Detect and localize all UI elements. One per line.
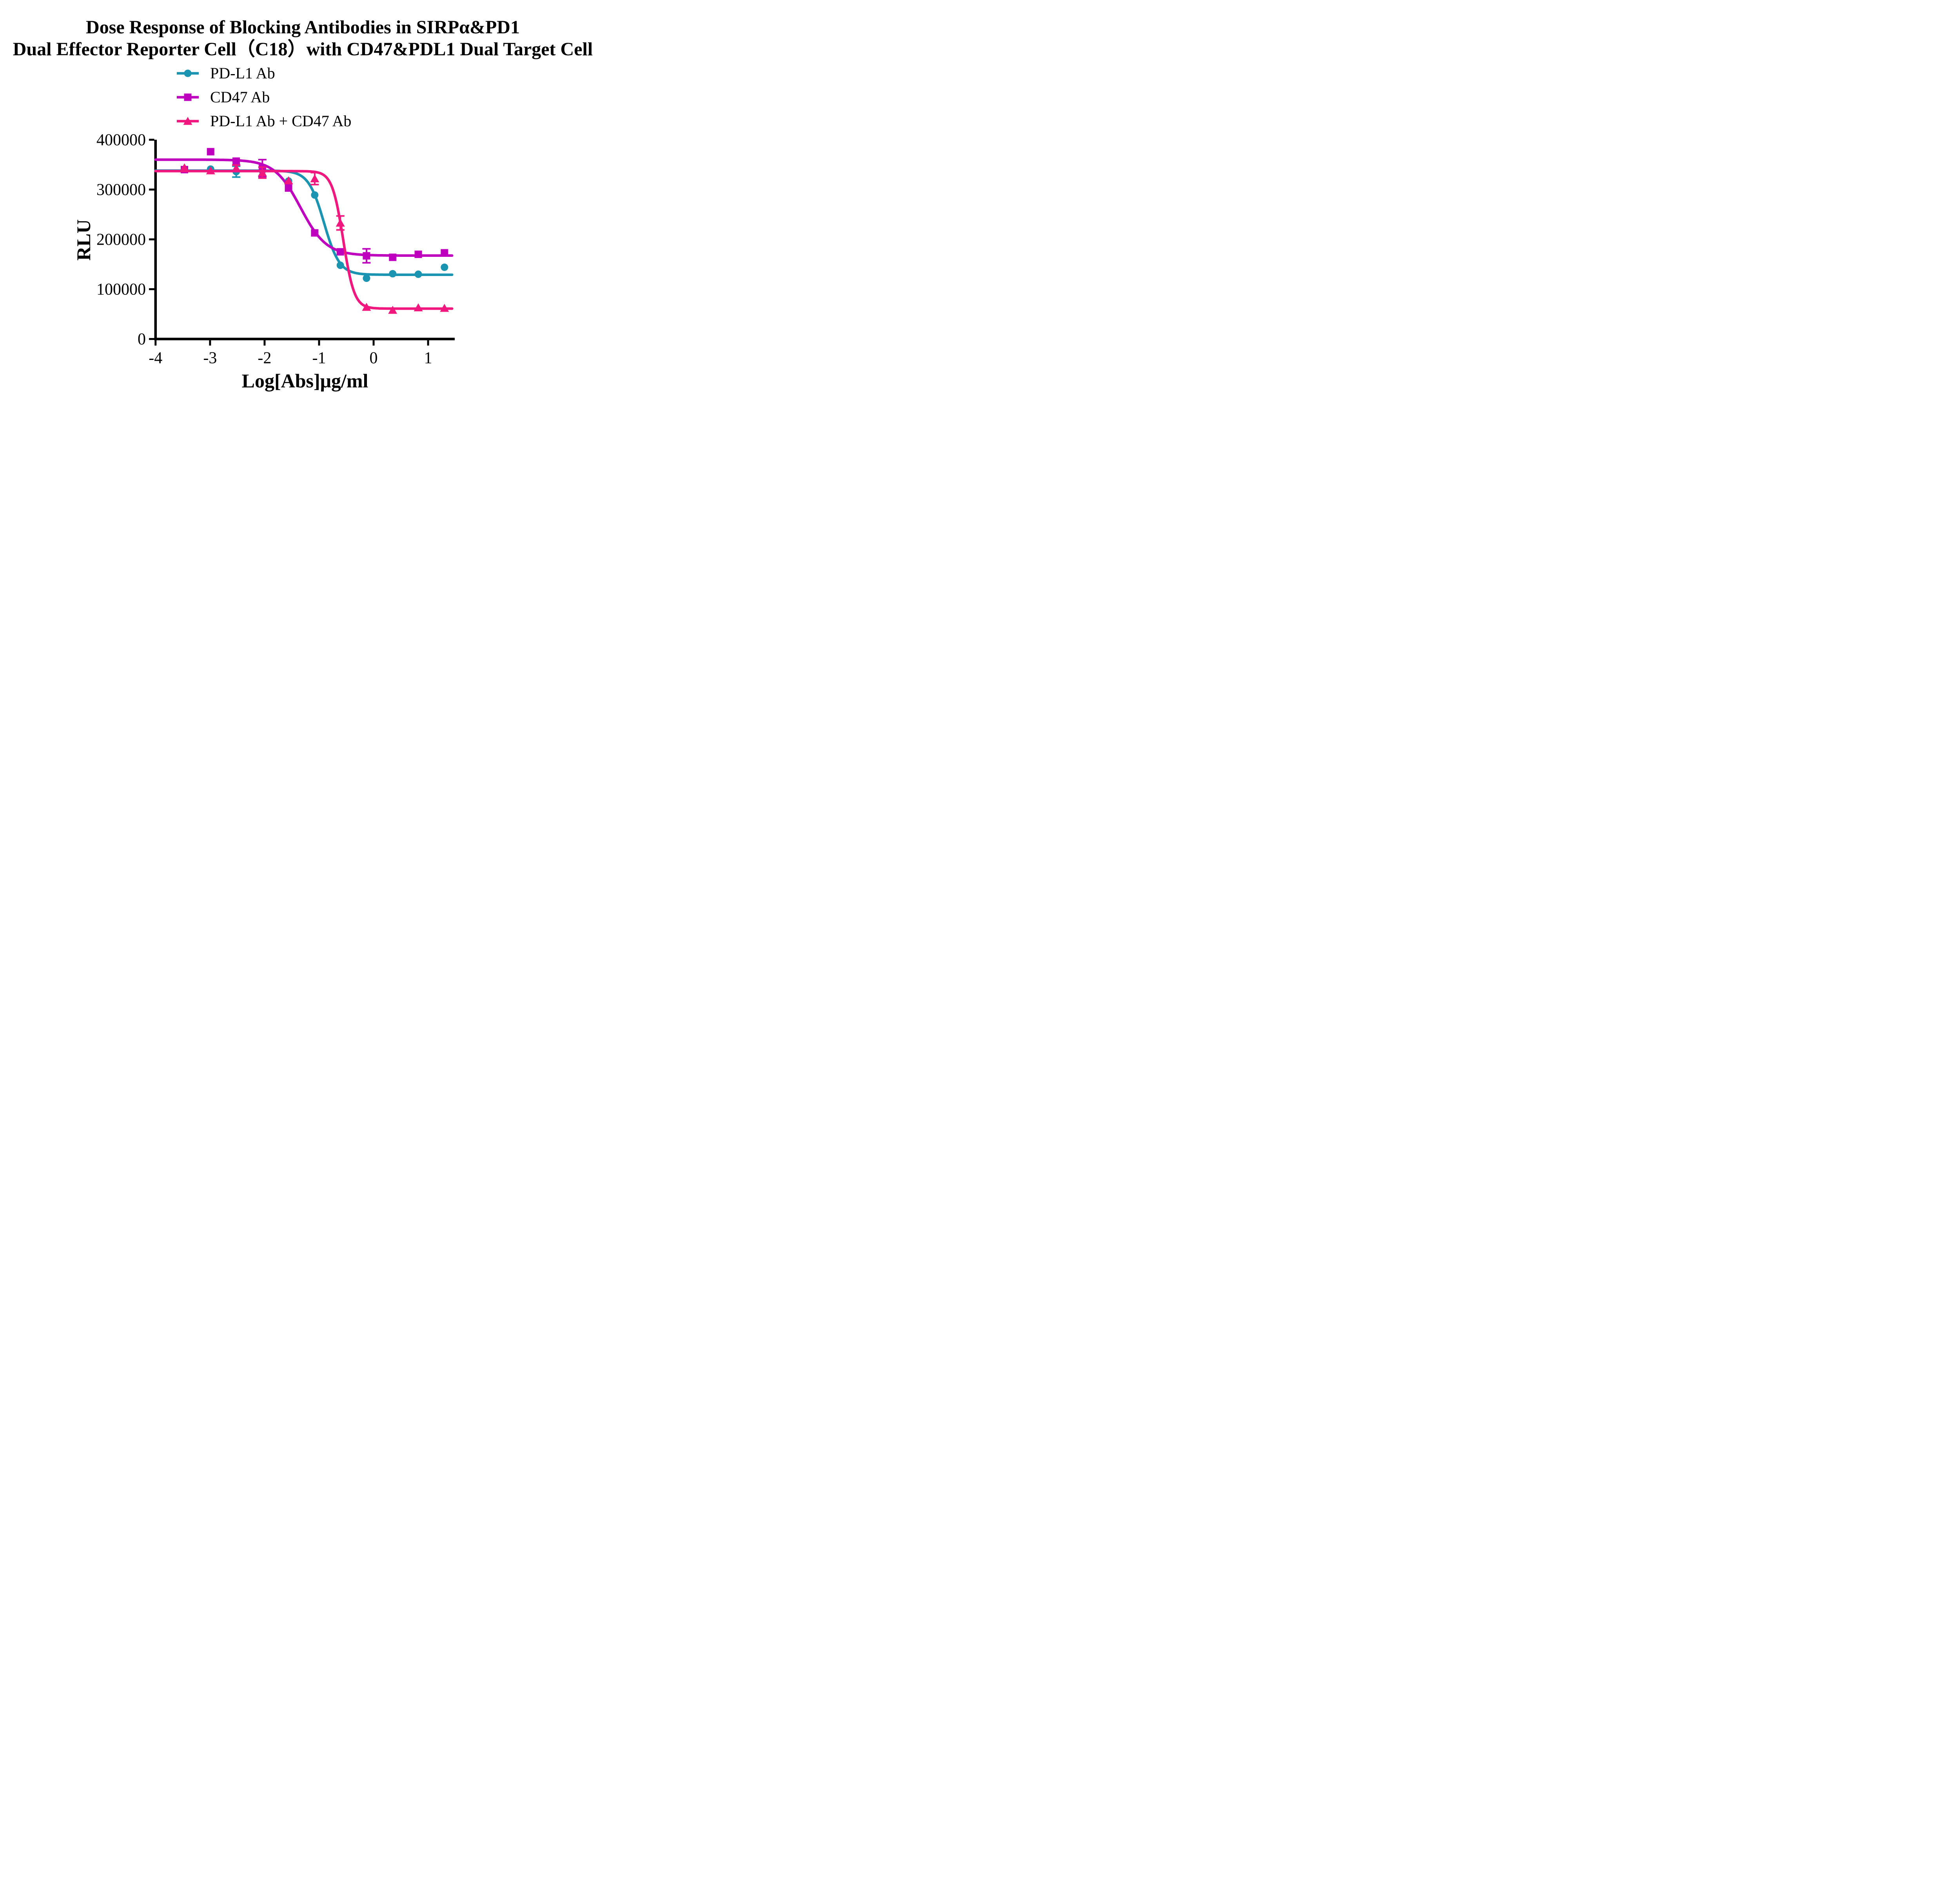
fit-curve-cd47-ab [154,158,454,257]
y-tick-label-400000: 400000 [96,131,146,149]
chart-figure: Dose Response of Blocking Antibodies in … [0,0,606,405]
data-point-cd47-ab-7 [363,252,370,260]
data-point-cd47-ab-8 [389,253,397,261]
data-point-cd47-ab-5 [311,229,319,237]
legend-item-cd47-ab: CD47 Ab [176,85,351,109]
chart-title-line1: Dose Response of Blocking Antibodies in … [86,17,520,38]
data-point-pd-l1-ab-cd47-ab-2 [232,164,241,172]
data-point-pd-l1-ab-cd47-ab-8 [388,305,397,314]
square-marker-icon [177,93,199,101]
data-point-pd-l1-ab-cd47-ab-6 [336,218,345,227]
data-point-pd-l1-ab-cd47-ab-0 [180,163,189,172]
chart-title: Dose Response of Blocking Antibodies in … [0,16,606,60]
legend-item-pd-l1-ab-cd47-ab: PD-L1 Ab + CD47 Ab [176,109,351,133]
data-point-pd-l1-ab-cd47-ab-9 [414,303,423,312]
data-point-pd-l1-ab-5 [336,262,344,269]
y-tick-label-300000: 300000 [96,181,146,199]
data-point-pd-l1-ab-cd47-ab-1 [206,166,215,174]
x-tick-label--2: -2 [258,349,271,367]
data-point-pd-l1-ab-6 [363,274,370,282]
legend-marker-glyph [183,116,192,125]
legend-label-pd-l1-ab: PD-L1 Ab [210,64,275,82]
data-point-cd47-ab-6 [336,248,344,256]
y-axis-title: RLU [73,219,94,261]
y-tick-label-200000: 200000 [96,231,146,249]
x-tick-label--1: -1 [312,349,326,367]
data-point-pd-l1-ab-cd47-ab-7 [362,303,371,311]
legend-label-cd47-ab: CD47 Ab [210,88,270,106]
x-tick-label--3: -3 [203,349,217,367]
x-tick-label-1: 1 [424,349,432,367]
x-axis-title: Log[Abs]μg/ml [241,370,368,392]
data-point-pd-l1-ab-cd47-ab-3 [258,168,267,176]
data-point-pd-l1-ab-4 [311,191,319,199]
fit-curve-pd-l1-ab-cd47-ab [154,170,454,310]
data-point-cd47-ab-2 [232,157,240,165]
data-point-pd-l1-ab-8 [414,270,422,278]
legend-marker-glyph [184,69,192,77]
data-point-pd-l1-ab-cd47-ab-5 [310,174,319,182]
data-point-pd-l1-ab-9 [441,263,448,271]
legend-label-pd-l1-ab-cd47-ab: PD-L1 Ab + CD47 Ab [210,112,352,130]
legend-marker-glyph [184,93,192,101]
y-tick-label-100000: 100000 [96,281,146,299]
data-point-cd47-ab-4 [285,184,292,192]
data-point-cd47-ab-9 [414,251,422,258]
fit-curve-pd-l1-ab [154,169,454,276]
data-point-pd-l1-ab-cd47-ab-4 [284,176,293,185]
chart-title-line2: Dual Effector Reporter Cell（C18）with CD4… [13,39,593,60]
data-point-cd47-ab-1 [207,148,214,156]
data-point-cd47-ab-10 [441,249,448,257]
data-point-pd-l1-ab-7 [389,270,397,278]
x-tick-label-0: 0 [370,349,378,367]
legend-item-pd-l1-ab: PD-L1 Ab [176,61,351,85]
circle-marker-icon [177,69,199,77]
legend: PD-L1 Ab CD47 Ab PD-L1 Ab + CD47 Ab [176,61,351,133]
plot-area: 0 100000 200000 300000 400000 -4 -3 -2 -1 0 1 [96,131,455,367]
x-tick-label--4: -4 [149,349,162,367]
y-tick-label-0: 0 [138,331,146,349]
triangle-marker-icon [177,116,199,125]
data-point-pd-l1-ab-cd47-ab-10 [440,303,449,312]
